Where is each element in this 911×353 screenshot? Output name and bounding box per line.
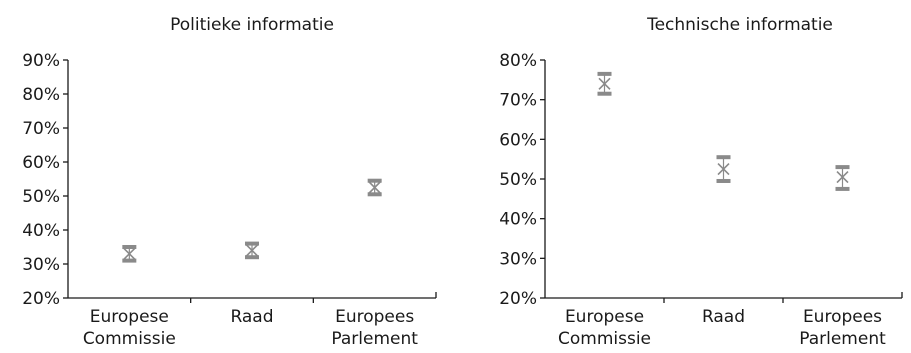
x-category-label: Europees Parlement (331, 307, 418, 349)
y-tick-label: 20% (22, 289, 60, 309)
mean-marker (717, 163, 730, 176)
x-category-label-line: Parlement (331, 329, 418, 349)
chart-panel-1: Politieke informatie 20% 30% 40% 50% 60% 70% 80… (22, 15, 437, 349)
y-tick-label: 90% (22, 51, 60, 71)
error-bar-point (122, 245, 137, 263)
error-bar-point (367, 178, 382, 197)
y-tick-label: 60% (22, 153, 60, 173)
y-tick-label: 80% (22, 85, 60, 105)
mean-marker (836, 170, 849, 184)
x-category-label: Raad (702, 307, 745, 327)
x-category-label-line: Parlement (799, 329, 886, 349)
mean-marker (598, 77, 611, 90)
y-tick-label: 50% (499, 170, 537, 190)
y-tick-label: 40% (22, 221, 60, 241)
y-tick-label: 30% (22, 255, 60, 275)
x-category-label-line: Commissie (83, 329, 176, 349)
error-bar-point (716, 155, 731, 183)
error-bar-point (245, 241, 259, 260)
error-bar-point (597, 71, 612, 96)
mean-marker (123, 247, 136, 260)
y-tick-label: 40% (499, 210, 537, 230)
y-tick-label: 20% (499, 289, 537, 309)
chart-title: Technische informatie (646, 15, 833, 35)
chart-title: Politieke informatie (170, 15, 334, 35)
chart-panel-2: Technische informatie 20% 30% 40% 50% 60% 70% 8… (499, 15, 903, 349)
x-category-label: Europees Parlement (799, 307, 886, 349)
y-tick-label: 50% (22, 187, 60, 207)
y-tick-label: 30% (499, 249, 537, 269)
y-tick-label: 70% (22, 119, 60, 139)
x-category-label-line: Raad (702, 307, 745, 327)
x-category-label-line: Europees (803, 307, 882, 327)
x-category-label-line: Europese (90, 307, 169, 327)
y-tick-label: 70% (499, 91, 537, 111)
x-category-label: Raad (230, 307, 273, 327)
mean-marker (245, 244, 259, 257)
x-category-label-line: Europese (565, 307, 644, 327)
y-tick-label: 80% (499, 51, 537, 71)
x-category-label-line: Europees (335, 307, 414, 327)
x-category-label-line: Commissie (558, 329, 651, 349)
x-category-label-line: Raad (230, 307, 273, 327)
mean-marker (368, 181, 381, 194)
error-bar-point (835, 165, 850, 191)
y-tick-label: 60% (499, 130, 537, 150)
x-category-label: Europese Commissie (83, 307, 176, 349)
x-category-label: Europese Commissie (558, 307, 651, 349)
